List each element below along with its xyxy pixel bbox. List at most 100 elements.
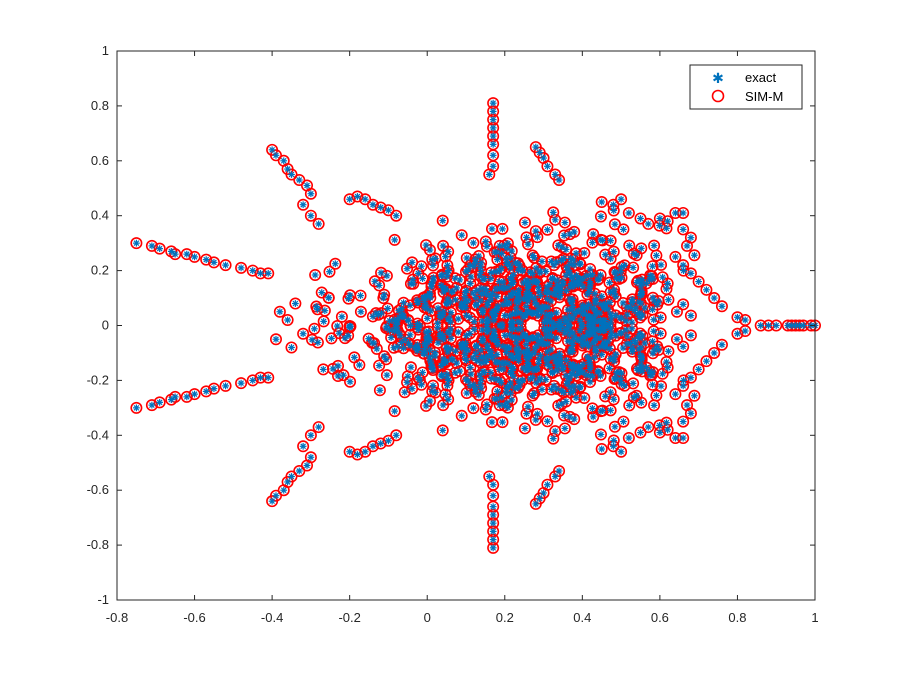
exact-point <box>529 270 537 278</box>
exact-point <box>620 226 627 233</box>
sim-m-point <box>477 365 490 378</box>
exact-point <box>578 320 586 328</box>
exact-point <box>649 338 656 345</box>
sim-m-point <box>587 410 600 423</box>
exact-point <box>634 333 642 341</box>
exact-point <box>466 382 474 390</box>
exact-point <box>498 320 506 328</box>
exact-point <box>491 395 499 403</box>
exact-point <box>492 358 500 366</box>
exact-point <box>380 294 387 302</box>
exact-point <box>533 410 541 418</box>
exact-point <box>583 339 591 347</box>
exact-point <box>222 261 229 269</box>
exact-point <box>598 293 606 300</box>
exact-point <box>604 338 612 346</box>
sim-m-point <box>553 464 566 477</box>
exact-point <box>637 289 645 297</box>
sim-m-point <box>153 242 166 255</box>
sim-m-point <box>359 193 372 206</box>
exact-point <box>570 415 578 423</box>
exact-point <box>529 252 537 259</box>
exact-point <box>687 409 695 417</box>
exact-point <box>551 171 559 178</box>
sim-m-point <box>304 451 317 464</box>
exact-point <box>639 311 646 319</box>
sim-m-point <box>627 261 640 274</box>
exact-point <box>479 309 487 316</box>
x-tick-label: -0.2 <box>338 610 360 625</box>
exact-point <box>426 397 434 405</box>
sim-m-point <box>219 259 232 272</box>
exact-point <box>377 269 385 277</box>
sim-m-point <box>375 266 388 279</box>
sim-m-point <box>322 291 335 304</box>
exact-point <box>555 176 563 184</box>
sim-m-point <box>608 218 621 231</box>
exact-point <box>592 333 600 341</box>
sim-m-point <box>373 279 386 292</box>
exact-point <box>392 212 400 220</box>
exact-point <box>629 264 637 271</box>
exact-point <box>533 366 541 373</box>
exact-point <box>299 201 307 209</box>
exact-point <box>672 434 679 442</box>
sim-m-point <box>351 190 364 203</box>
sim-m-point <box>617 223 630 236</box>
exact-point <box>401 336 409 343</box>
exact-point <box>586 366 594 373</box>
exact-point <box>530 294 538 302</box>
exact-point <box>299 442 307 450</box>
exact-point <box>524 346 532 354</box>
exact-point <box>579 361 587 368</box>
exact-point <box>652 392 660 399</box>
exact-point <box>423 305 431 312</box>
exact-point <box>303 182 311 189</box>
sim-m-point <box>594 233 607 246</box>
exact-point <box>718 302 726 310</box>
exact-point <box>346 291 354 299</box>
exact-point <box>272 151 280 159</box>
exact-point <box>637 429 644 436</box>
sim-m-point <box>452 312 465 325</box>
exact-point <box>632 339 640 347</box>
legend-label-sim-m: SIM-M <box>745 89 783 104</box>
exact-point <box>663 285 670 293</box>
exact-point <box>572 394 580 402</box>
exact-point <box>628 299 636 306</box>
exact-point <box>346 324 354 331</box>
exact-point <box>564 377 572 385</box>
exact-point <box>522 366 530 374</box>
exact-point <box>439 217 447 225</box>
exact-point <box>429 382 437 390</box>
exact-point <box>307 453 315 461</box>
exact-point <box>529 310 537 318</box>
exact-point <box>334 372 342 380</box>
sim-m-point <box>353 359 366 372</box>
exact-point <box>493 305 501 313</box>
exact-point <box>552 334 560 342</box>
exact-point <box>464 346 472 354</box>
exact-point <box>391 236 399 244</box>
exact-point <box>543 360 551 368</box>
sim-m-point <box>398 386 411 399</box>
y-tick-label: -1 <box>97 592 109 607</box>
exact-point <box>524 297 532 305</box>
exact-point <box>592 347 600 355</box>
exact-point <box>442 358 449 365</box>
exact-point <box>467 370 475 378</box>
sim-m-point <box>437 239 450 252</box>
exact-point <box>334 362 342 370</box>
exact-point <box>461 289 469 296</box>
exact-point <box>202 387 210 395</box>
exact-point <box>523 308 531 316</box>
sim-m-point <box>595 443 608 456</box>
sim-m-point <box>436 424 449 437</box>
sim-m-point <box>518 216 531 229</box>
exact-point <box>439 426 447 434</box>
exact-point <box>507 389 514 397</box>
sim-m-point <box>437 399 450 412</box>
exact-point <box>618 263 625 271</box>
exact-point <box>637 282 645 290</box>
exact-point <box>637 344 645 352</box>
